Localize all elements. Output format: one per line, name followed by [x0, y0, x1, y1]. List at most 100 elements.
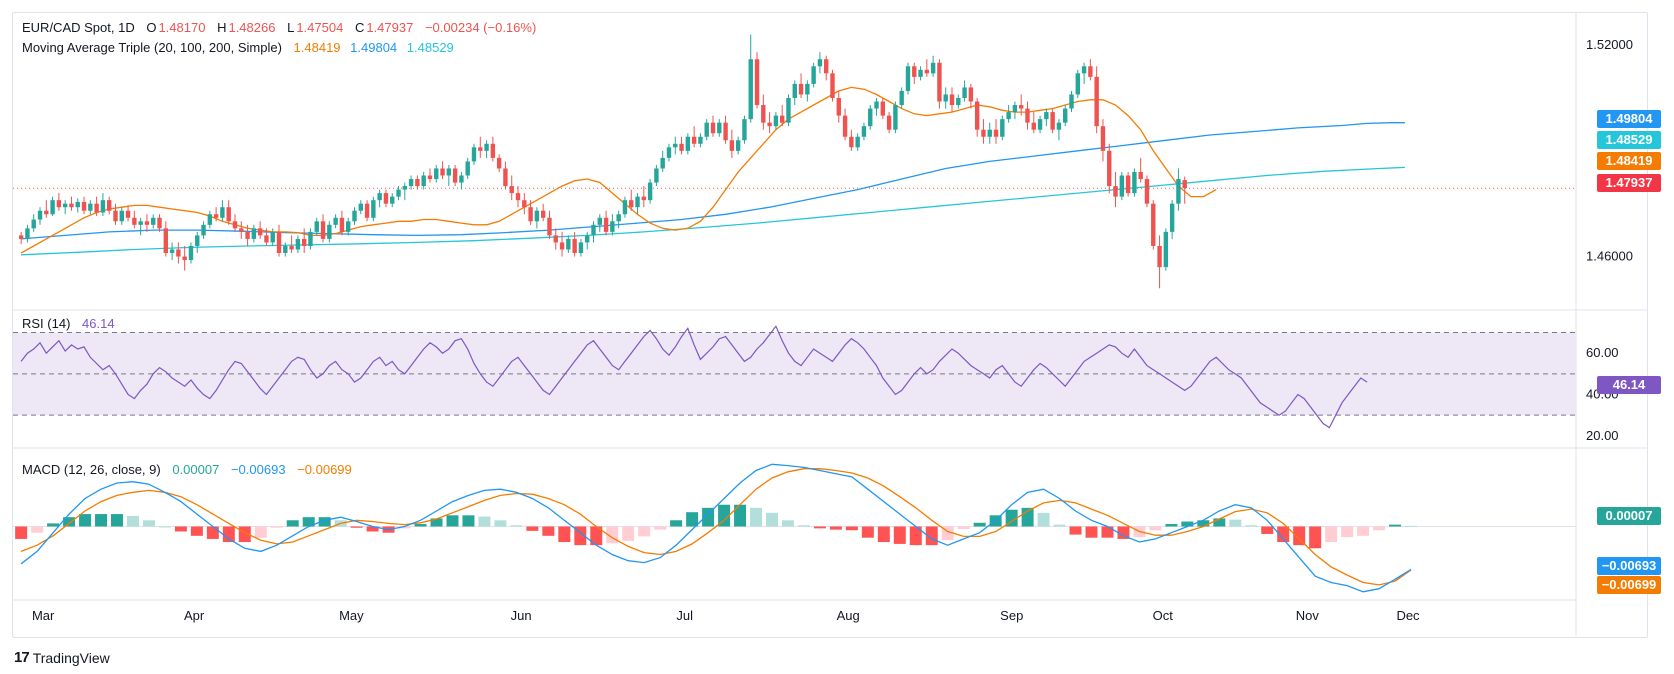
candle-body	[729, 140, 735, 151]
low-value: 1.47504	[296, 20, 344, 35]
candle-body	[1018, 105, 1024, 109]
macd-hist-bar	[414, 524, 427, 527]
candle-body	[924, 69, 930, 74]
macd-hist-bar	[1037, 512, 1050, 527]
candle-body	[471, 147, 477, 162]
macd-hist-bar	[1101, 526, 1114, 538]
candle-body	[75, 201, 80, 208]
candle-body	[151, 217, 156, 225]
change-value: −0.00234 (−0.16%)	[424, 20, 537, 35]
ma20-value: 1.48419	[293, 40, 341, 55]
macd-hist-bar	[1053, 524, 1066, 527]
candle-body	[572, 238, 577, 254]
candle-body	[1031, 122, 1036, 130]
macd-hist-bar	[813, 526, 826, 529]
candle-body	[566, 238, 571, 250]
macd-hist-bar	[1293, 526, 1306, 546]
ma-legend-label: Moving Average Triple (20, 100, 200, Sim…	[22, 40, 282, 55]
candle-body	[459, 175, 464, 183]
macd-hist-bar	[654, 526, 667, 530]
candle-body	[25, 228, 30, 239]
open-value: 1.48170	[158, 20, 206, 35]
candle-body	[987, 129, 992, 137]
macd-hist-bar	[893, 526, 906, 544]
ma20-badge: 1.48419	[1597, 152, 1661, 170]
macd-hist-bar	[1165, 524, 1178, 527]
candle-body	[50, 200, 55, 215]
candle-body	[125, 210, 131, 218]
candle-body	[402, 186, 408, 190]
candle-body	[905, 66, 911, 91]
macd-hist-bar	[877, 526, 890, 543]
macd-hist-bar	[1261, 526, 1274, 534]
candle-body	[792, 83, 797, 98]
rsi-line	[20, 325, 1368, 429]
macd-hist-bar	[63, 517, 76, 527]
time-tick-label: Oct	[1153, 608, 1174, 623]
candle-body	[817, 59, 823, 67]
close-label: C	[354, 20, 365, 35]
candle-body	[207, 214, 213, 225]
candle-body	[899, 90, 904, 106]
candle-body	[880, 101, 886, 116]
ma20-line	[20, 86, 1217, 254]
candle-body	[1037, 119, 1043, 130]
macd-hist-bar	[270, 526, 283, 528]
footer: 17 TradingView	[14, 649, 110, 666]
macd-hist-bar	[670, 520, 683, 527]
candle-body	[182, 256, 187, 261]
candle-body	[377, 193, 382, 201]
candle-body	[176, 249, 181, 257]
price-legend: EUR/CAD Spot, 1D O 1.48170 H 1.48266 L 1.47…	[22, 20, 538, 35]
symbol-label: EUR/CAD Spot, 1D	[22, 20, 135, 35]
candle-body	[289, 245, 294, 250]
moving-averages	[20, 86, 1405, 256]
candle-body	[226, 207, 231, 222]
macd-hist-bar	[1149, 526, 1162, 531]
ma200-badge: 1.48529	[1597, 131, 1661, 149]
candle-body	[1006, 112, 1011, 120]
macd-hist-bar	[206, 526, 219, 539]
close-value: 1.47937	[366, 20, 414, 35]
candle-body	[830, 73, 835, 98]
macd-hist-bar	[462, 515, 475, 527]
candle-body	[239, 228, 244, 232]
candle-body	[232, 221, 238, 229]
candle-body	[610, 221, 615, 232]
candle-body	[1081, 66, 1087, 74]
low-label: L	[287, 20, 295, 35]
ma100-line	[21, 122, 1405, 240]
candle-body	[295, 238, 301, 250]
candle-body	[314, 221, 319, 232]
macd-value: −0.00693	[230, 462, 286, 477]
macd-hist-bar	[190, 526, 203, 536]
macd-hist-bar	[1181, 521, 1194, 527]
candle-body	[993, 129, 999, 137]
candle-body	[1107, 150, 1112, 187]
candle-body	[490, 143, 496, 158]
candle-body	[981, 129, 986, 137]
candle-body	[1144, 179, 1150, 204]
macd-hist-bar	[15, 526, 28, 539]
candle-body	[723, 122, 728, 141]
rsi-band	[13, 332, 1576, 416]
candle-body	[100, 200, 106, 213]
time-tick-label: Aug	[837, 608, 860, 623]
high-value: 1.48266	[228, 20, 276, 35]
macd-hist-bar	[494, 520, 507, 527]
macd-series	[20, 463, 1412, 593]
macd-signal-line	[20, 468, 1412, 586]
candle-body	[1044, 112, 1049, 120]
candle-body	[1132, 171, 1137, 194]
candle-body	[113, 210, 118, 222]
price-tick-label: 1.46000	[1586, 249, 1633, 264]
candle-body	[824, 59, 829, 74]
macd-badge: −0.00693	[1597, 557, 1661, 575]
macd-hist-bar	[702, 507, 715, 527]
macd-hist-bar	[446, 515, 459, 527]
candle-body	[603, 217, 609, 232]
macd-hist-bar	[1277, 526, 1290, 543]
candle-body	[465, 161, 470, 176]
